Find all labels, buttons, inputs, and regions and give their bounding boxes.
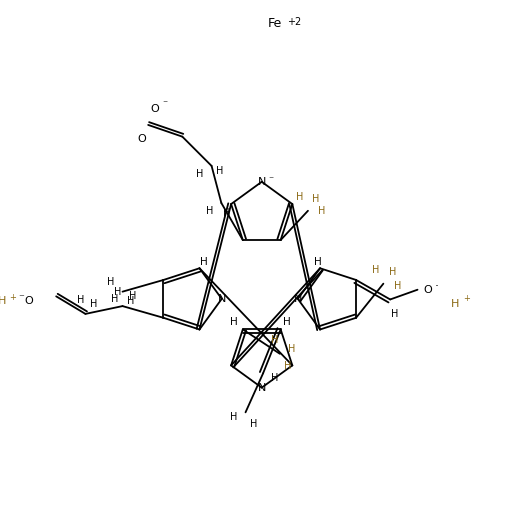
Text: +: + (463, 294, 469, 303)
Text: H: H (200, 257, 207, 267)
Text: H: H (129, 291, 136, 301)
Text: +: + (9, 293, 16, 302)
Text: H: H (271, 373, 278, 383)
Text: O: O (423, 284, 431, 295)
Text: H: H (196, 169, 204, 179)
Text: H: H (394, 280, 402, 291)
Text: ⁻: ⁻ (163, 100, 168, 109)
Text: H: H (206, 206, 213, 216)
Text: H: H (111, 295, 119, 304)
Text: H: H (127, 296, 134, 306)
Text: H: H (223, 208, 230, 218)
Text: H: H (114, 288, 121, 297)
Text: Fe: Fe (267, 17, 281, 30)
Text: H: H (318, 206, 325, 216)
Text: N: N (258, 177, 266, 187)
Text: H: H (215, 166, 223, 176)
Text: ⁻: ⁻ (269, 175, 274, 185)
Text: H: H (389, 267, 397, 277)
Text: H: H (0, 296, 7, 306)
Text: O: O (24, 296, 33, 306)
Text: H: H (372, 265, 379, 275)
Text: H: H (451, 299, 459, 309)
Text: O: O (151, 104, 159, 114)
Text: O: O (137, 134, 146, 144)
Text: H: H (230, 412, 237, 422)
Text: H: H (391, 309, 399, 319)
Text: H: H (288, 344, 295, 354)
Text: N: N (294, 294, 302, 304)
Text: H: H (283, 316, 291, 327)
Text: +2: +2 (287, 17, 301, 27)
Text: H: H (249, 419, 257, 429)
Text: H: H (312, 194, 319, 204)
Text: H: H (107, 277, 115, 287)
Text: H: H (271, 335, 279, 345)
Text: N: N (258, 383, 266, 393)
Text: H: H (314, 257, 322, 267)
Text: ·: · (435, 280, 439, 293)
Text: H: H (284, 361, 292, 370)
Text: H: H (90, 299, 97, 309)
Text: H: H (297, 192, 304, 202)
Text: ⁻: ⁻ (18, 293, 24, 303)
Text: H: H (77, 295, 84, 305)
Text: H: H (230, 316, 238, 327)
Text: N: N (218, 294, 226, 304)
